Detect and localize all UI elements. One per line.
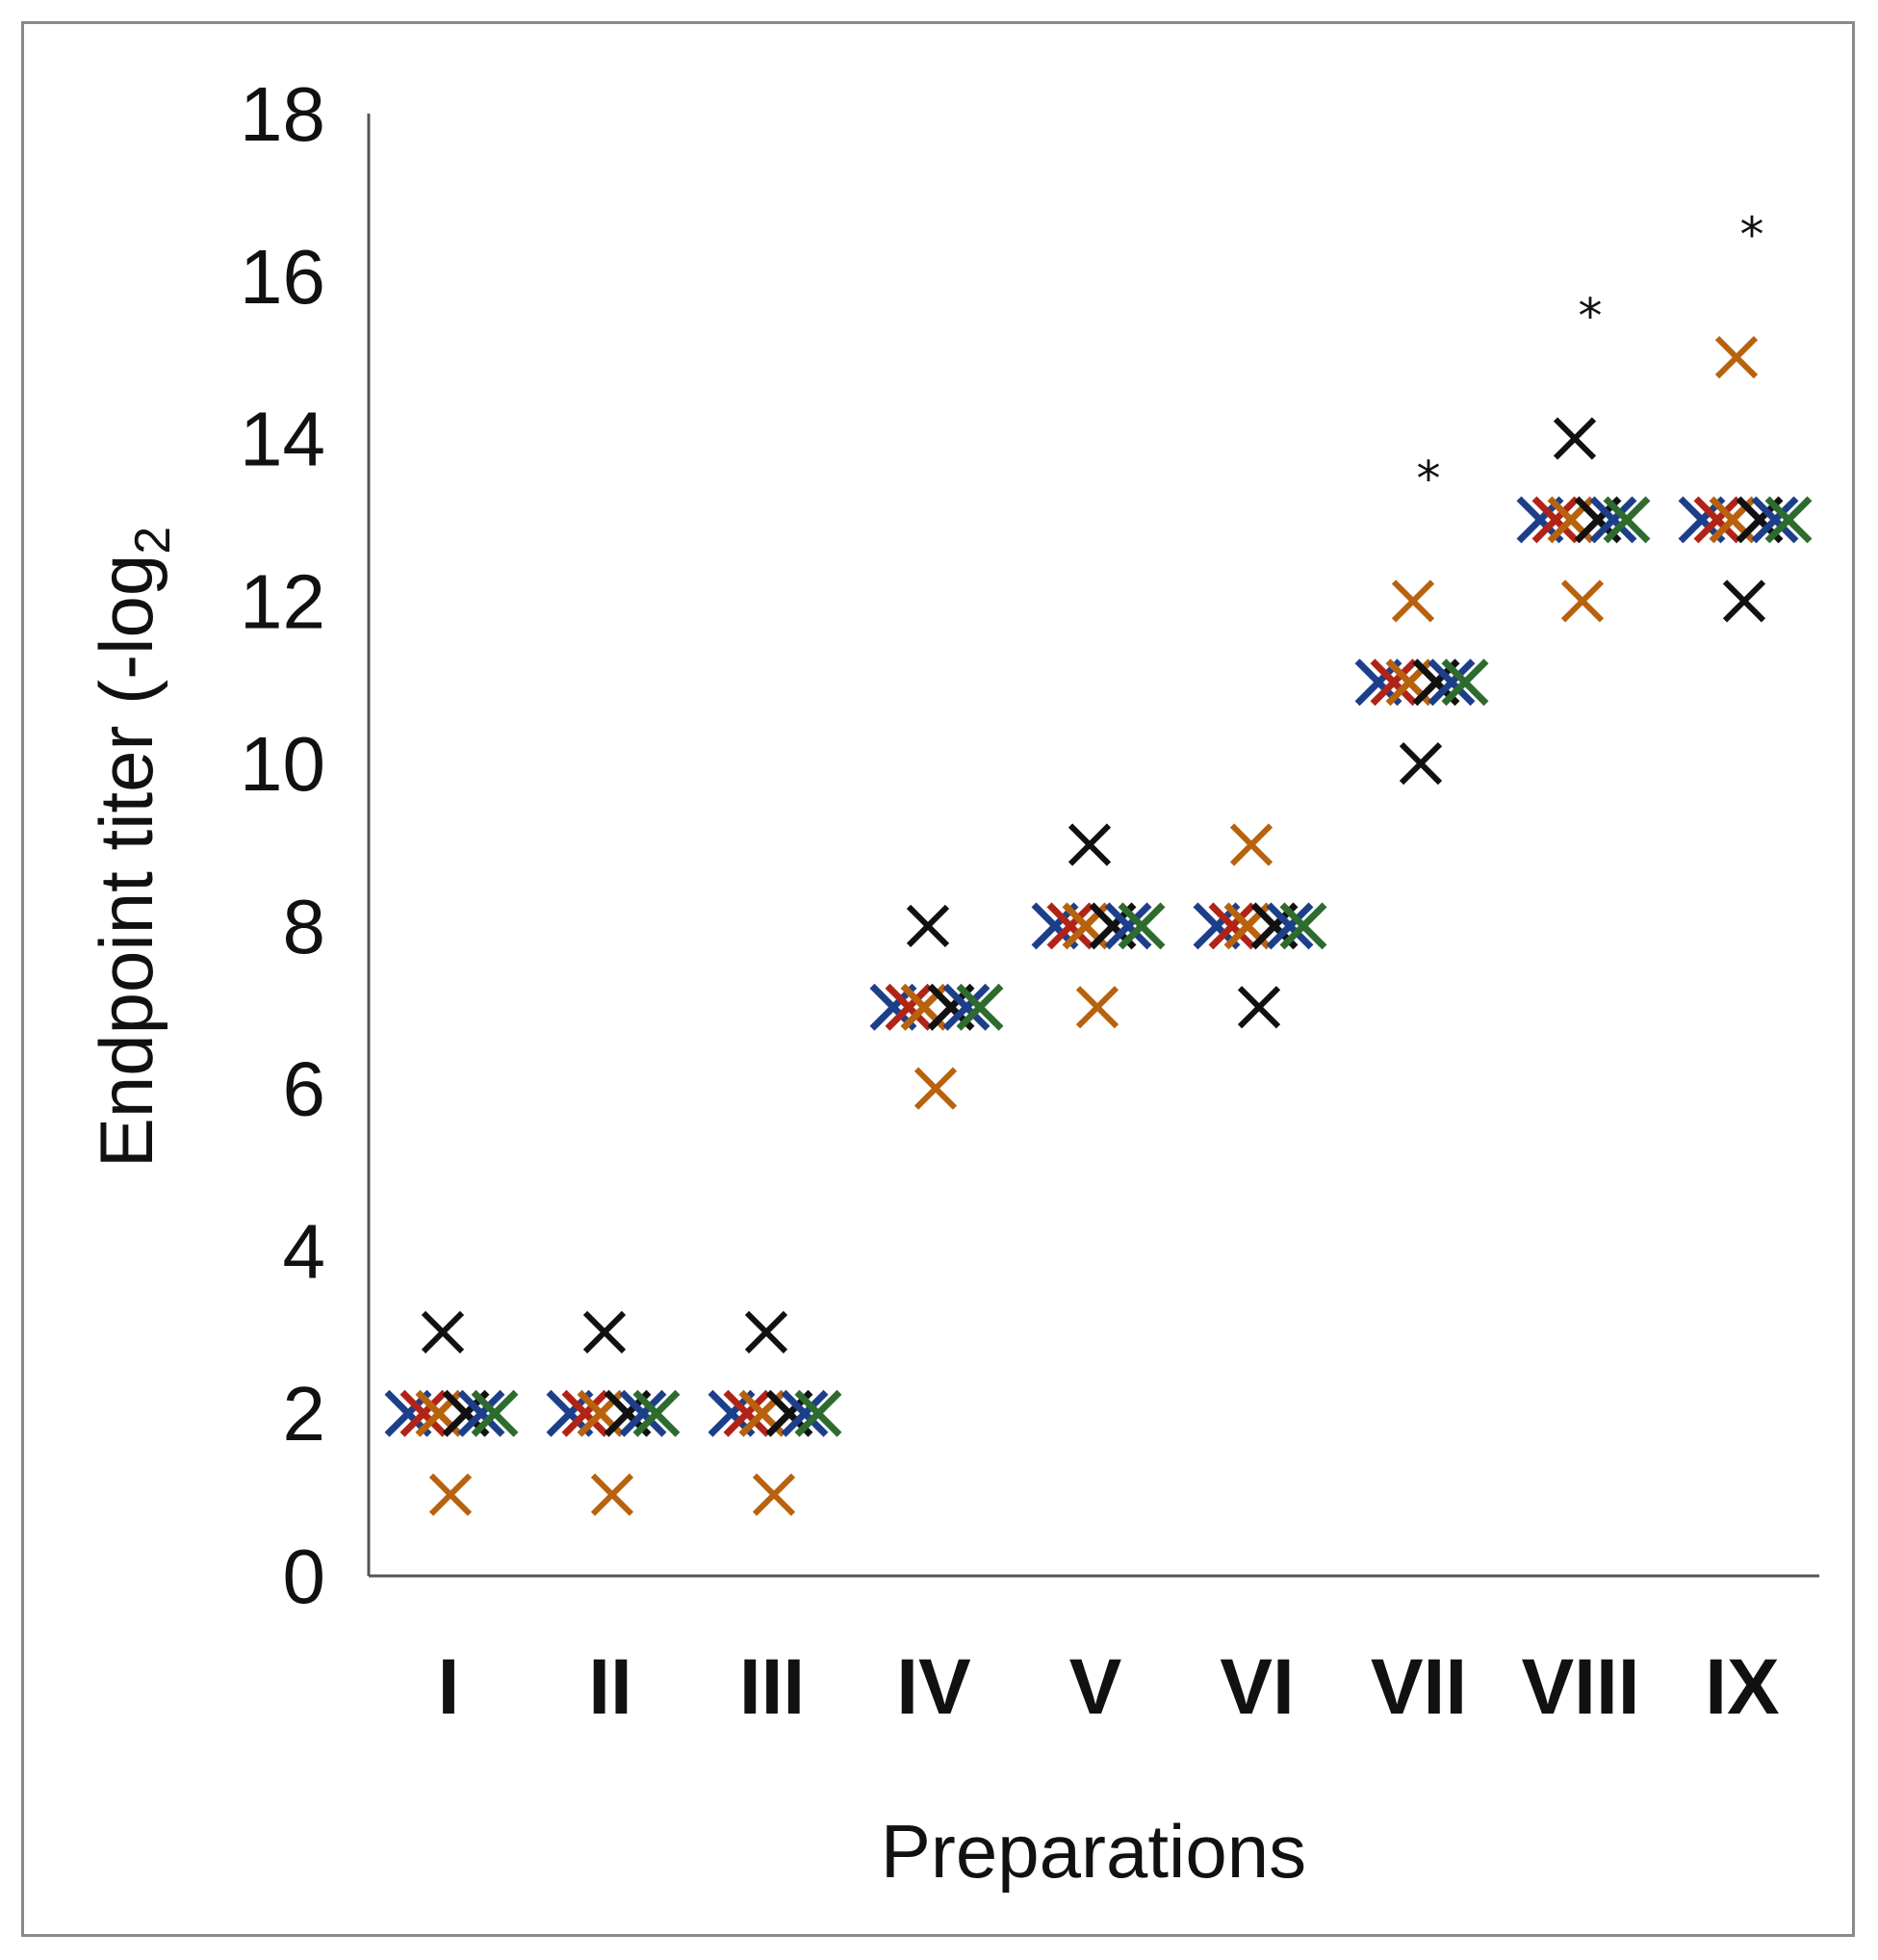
y-axis-title-main: Endpoint titer (-log [84, 554, 168, 1168]
cluster-marker [1531, 496, 1580, 544]
upper-marker [1553, 417, 1597, 460]
lower-marker [913, 1067, 958, 1110]
lower-marker [1075, 986, 1119, 1029]
x-tick-label: IX [1705, 1643, 1779, 1731]
y-axis-title-subscript: 2 [125, 527, 181, 554]
y-tick-labels: 0 2 4 6 8 10 12 14 16 18 [240, 71, 325, 1619]
lower-marker [590, 1473, 634, 1516]
cluster-marker [1118, 902, 1166, 950]
x-tick-label: IV [896, 1643, 971, 1731]
x-tick-label: VI [1220, 1643, 1294, 1731]
cluster-marker [1751, 496, 1799, 544]
upper-marker [744, 1310, 788, 1354]
x-tick-labels: I II III IV V VI VII VIII IX [438, 1643, 1780, 1731]
cluster-marker [471, 1389, 519, 1437]
cluster-marker [457, 1389, 505, 1437]
x-tick-label: II [588, 1643, 632, 1731]
x-tick-label: VII [1371, 1643, 1467, 1731]
cluster-marker [1370, 658, 1418, 707]
cluster-marker [1266, 902, 1314, 950]
cluster-marker [632, 1389, 681, 1437]
cluster-marker [781, 1389, 829, 1437]
cluster-marker [561, 1389, 609, 1437]
x-tick-label: VIII [1521, 1643, 1639, 1731]
cluster-marker [399, 1389, 448, 1437]
upper-marker [582, 1310, 627, 1354]
cluster-marker [942, 983, 990, 1031]
cluster-marker [1603, 496, 1651, 544]
upper-marker [1068, 823, 1112, 866]
cluster-marker [619, 1389, 667, 1437]
cluster-marker [1104, 902, 1152, 950]
y-tick-label: 14 [240, 397, 325, 482]
y-tick-label: 0 [283, 1534, 326, 1619]
y-tick-label: 18 [240, 71, 325, 157]
lower-marker [752, 1473, 796, 1516]
cluster-marker [1046, 902, 1094, 950]
y-tick-label: 2 [283, 1371, 326, 1457]
x-tick-label: III [739, 1643, 805, 1731]
x-axis-title: Preparations [881, 1809, 1306, 1894]
upper-marker [421, 1310, 465, 1354]
x-tick-label: V [1069, 1643, 1122, 1731]
significance-markers: * * * [1417, 207, 1764, 506]
cluster-marker [956, 983, 1004, 1031]
cluster-marker [1764, 496, 1813, 544]
upper-marker [1229, 823, 1273, 866]
cluster-marker [1428, 658, 1476, 707]
lower-marker [428, 1473, 473, 1516]
upper-marker [1714, 336, 1759, 379]
significance-asterisk: * [1740, 207, 1764, 263]
cluster-marker [1441, 658, 1489, 707]
lower-marker [1399, 741, 1443, 786]
chart-axes [367, 114, 1819, 1578]
y-tick-label: 4 [283, 1208, 326, 1294]
y-tick-label: 6 [283, 1046, 326, 1132]
lower-marker [1722, 580, 1766, 623]
y-tick-label: 10 [240, 721, 325, 807]
y-axis-title: Endpoint titer (-log2 [84, 527, 181, 1168]
y-tick-label: 12 [240, 558, 325, 644]
data-markers [384, 336, 1813, 1516]
x-tick-label: I [438, 1643, 460, 1731]
cluster-marker [1208, 902, 1256, 950]
upper-marker [906, 904, 950, 948]
chart-frame [21, 21, 1855, 1937]
cluster-marker [1693, 496, 1741, 544]
significance-asterisk: * [1579, 289, 1603, 345]
significance-asterisk: * [1417, 451, 1441, 506]
cluster-marker [1279, 902, 1327, 950]
cluster-marker [1589, 496, 1637, 544]
lower-marker [1237, 986, 1281, 1029]
cluster-marker [723, 1389, 771, 1437]
y-tick-label: 8 [283, 884, 326, 969]
lower-marker [1560, 580, 1605, 623]
cluster-marker [885, 983, 933, 1031]
cluster-marker [794, 1389, 842, 1437]
y-tick-label: 16 [240, 234, 325, 320]
upper-marker [1391, 580, 1435, 623]
